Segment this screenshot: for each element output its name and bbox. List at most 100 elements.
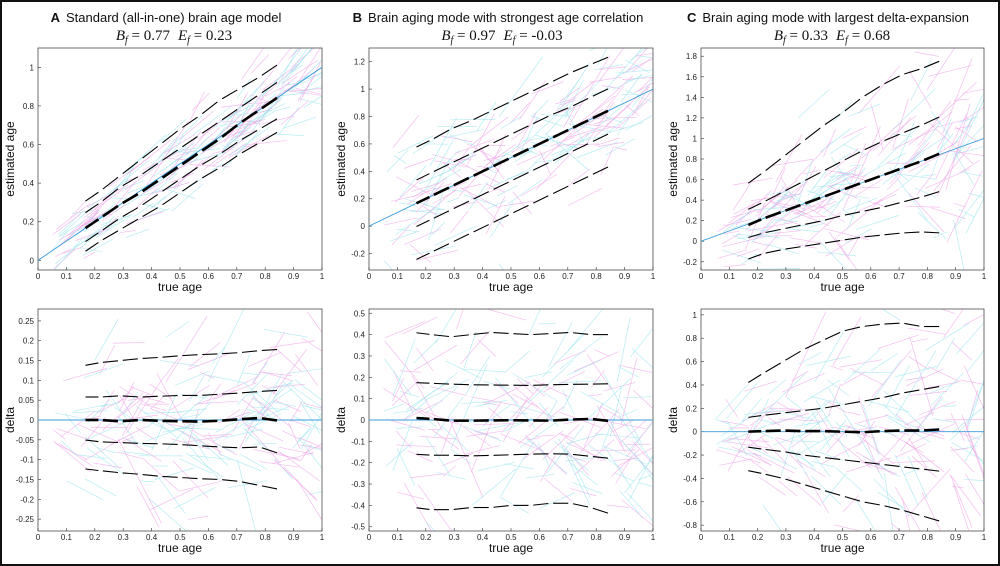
trace-line [522,430,563,460]
dash-segment [242,446,258,449]
dash-segment [884,133,900,142]
trace-line [569,126,602,138]
trace-line [193,106,232,135]
trace-line [815,400,850,458]
trace-line [153,151,190,177]
dash-segment [924,385,940,390]
y-tick-label: 0 [30,416,35,425]
dash-segment [182,180,198,192]
trace-line [472,468,517,506]
trace-line [208,309,245,382]
trace-line [418,169,452,185]
trace-line [282,381,322,420]
trace-line [303,95,322,109]
trace-line [774,438,803,468]
trace-line [471,396,517,406]
y-tick-label: 0.3 [354,352,366,361]
trace-line [517,111,537,148]
trace-line [404,198,428,206]
x-tick-label: 1 [320,272,325,281]
dash-segment [904,231,920,234]
dash-segment [864,234,880,238]
trace-line [457,154,477,163]
trace-line [615,472,635,482]
trace-line [248,382,294,396]
trace-line [509,101,531,124]
dash-segment [261,417,278,422]
trace-line [559,99,576,106]
trace-line [385,441,413,467]
trace-line [425,140,454,191]
series-q-upper-outer-b-top [416,56,609,148]
trace-line [907,456,928,499]
trace-line [392,420,413,472]
trace-line [580,391,622,415]
dash-segment [805,172,821,181]
trace-line [839,359,882,368]
trace-line [252,119,266,124]
trace-line [132,202,154,218]
trace-line [745,202,766,250]
trace-line [905,205,940,208]
dash-segment [533,115,549,125]
dash-segment [592,109,609,120]
dash-segment [805,220,821,225]
trace-line [636,95,653,103]
trace-line [486,136,531,169]
trace-line [181,151,226,165]
y-tick-label: 0.15 [18,357,34,366]
dash-segment [102,395,119,398]
trace-line [590,370,605,388]
trace-line [176,427,221,430]
trace-line [544,132,589,171]
trace-line [937,116,974,197]
trace-line [863,152,907,177]
dash-segment [416,332,430,335]
trace-line [174,371,209,386]
trace-line [140,480,155,483]
trace-line [97,447,117,454]
dash-segment [473,167,490,177]
trace-line [953,219,965,270]
y-tick-label: 1.2 [354,58,366,67]
trace-line [907,327,946,335]
trace-line [943,405,957,407]
dash-segment [824,240,841,244]
trace-line [539,322,557,325]
trace-line [565,456,601,462]
trace-line [929,123,974,164]
trace-line [827,172,864,188]
dash-segment [141,179,159,193]
dash-segment [844,236,861,241]
dash-segment [864,86,881,97]
trace-line [924,168,971,189]
dash-segment [181,152,199,166]
trace-line [908,193,944,233]
trace-line [955,323,984,355]
trace-line [239,418,254,450]
trace-line [221,102,253,108]
trace-line [616,447,653,467]
trace-line [516,378,534,395]
trace-line [554,129,595,164]
trace-line [466,190,504,228]
dash-segment [513,92,529,101]
trace-line [764,373,806,414]
dash-segment [825,457,841,460]
trace-line [594,64,623,71]
trace-line [225,428,263,438]
trace-line [731,234,749,242]
x-tick-label: 0.4 [809,533,821,542]
trace-line [965,197,984,234]
trace-line [857,420,876,447]
dash-segment [785,203,801,212]
trace-line [593,119,611,125]
dash-segment [785,182,801,192]
y-tick-label: -0.15 [16,475,35,484]
trace-line [856,501,876,531]
trace-line [948,150,984,157]
trace-line [823,128,837,158]
trace-line [259,48,292,89]
trace-line [781,177,796,203]
dash-segment [785,451,801,456]
